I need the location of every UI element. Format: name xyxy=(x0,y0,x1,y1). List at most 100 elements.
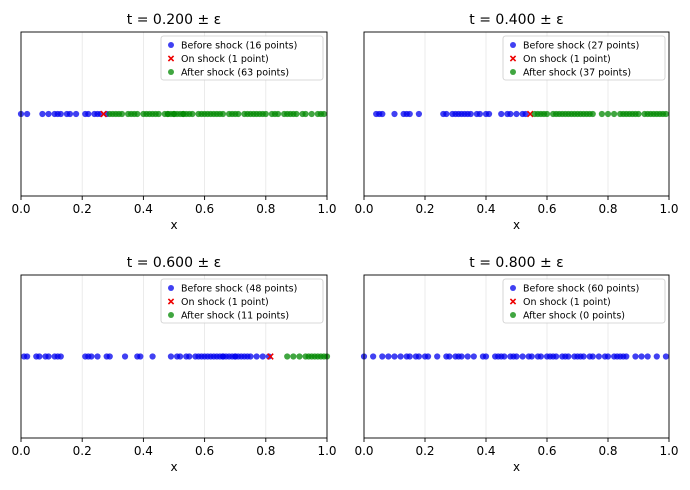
legend: Before shock (60 points) On shock (1 poin… xyxy=(502,278,666,324)
data-point xyxy=(177,353,184,360)
legend-marker xyxy=(168,312,174,318)
data-point xyxy=(632,353,639,360)
data-point xyxy=(653,353,660,360)
data-point xyxy=(134,110,141,118)
data-point xyxy=(155,110,162,118)
legend-marker xyxy=(168,69,174,75)
x-tick-label: 0.0 xyxy=(354,202,373,216)
data-point xyxy=(604,353,612,360)
data-point xyxy=(644,353,651,360)
data-point xyxy=(253,353,260,360)
legend-marker xyxy=(509,298,517,305)
series-3 xyxy=(284,353,331,360)
data-point xyxy=(100,110,107,118)
data-point xyxy=(662,353,670,360)
data-point xyxy=(57,353,64,360)
data-point xyxy=(406,110,413,118)
data-point xyxy=(219,110,227,118)
data-point xyxy=(424,353,432,360)
data-point xyxy=(106,353,113,360)
data-point xyxy=(604,110,612,118)
data-point xyxy=(598,110,606,118)
legend-label: After shock (37 points) xyxy=(523,68,631,79)
subplot-1: t = 0.200 ± ε 0.0 0.2 0.4 0.6 0.8 1.0 x Before s… xyxy=(11,12,336,232)
data-point xyxy=(513,110,520,118)
subplot-2: t = 0.400 ± ε 0.0 0.2 0.4 0.6 0.8 1.0 x Before s… xyxy=(354,12,678,232)
series-1 xyxy=(360,353,670,360)
data-point xyxy=(137,353,144,360)
x-tick-label: 0.4 xyxy=(476,202,495,216)
x-tick-label: 0.0 xyxy=(11,444,30,458)
legend-label: Before shock (27 points) xyxy=(523,41,639,52)
data-point xyxy=(72,110,80,118)
data-point xyxy=(385,353,392,360)
data-point xyxy=(379,353,386,360)
data-point xyxy=(290,353,297,360)
legend-marker xyxy=(168,42,174,48)
x-tick-label: 0.2 xyxy=(73,202,92,216)
subplot-3: t = 0.600 ± ε 0.0 0.2 0.4 0.6 0.8 1.0 x Before s… xyxy=(11,255,336,474)
x-tick-label: 0.8 xyxy=(598,444,617,458)
data-point xyxy=(522,110,529,118)
data-point xyxy=(36,353,43,360)
data-point xyxy=(186,353,193,360)
x-tick-label: 0.4 xyxy=(134,444,153,458)
x-tick-label: 0.6 xyxy=(195,202,214,216)
data-point xyxy=(498,110,505,118)
subplot-title: t = 0.800 ± ε xyxy=(469,255,563,271)
data-point xyxy=(274,110,282,118)
data-point xyxy=(595,353,602,360)
legend-label: On shock (1 point) xyxy=(523,54,611,65)
x-tick-label: 0.6 xyxy=(537,444,556,458)
data-point xyxy=(482,353,490,360)
data-point xyxy=(415,353,422,360)
x-axis-label: x xyxy=(170,218,177,232)
x-tick-label: 0.6 xyxy=(195,444,214,458)
data-point xyxy=(519,353,526,360)
legend-box xyxy=(502,35,666,81)
x-axis-label: x xyxy=(170,460,177,474)
data-point xyxy=(39,110,46,118)
data-point xyxy=(296,353,303,360)
legend-label: On shock (1 point) xyxy=(181,54,269,65)
data-point xyxy=(470,353,477,360)
data-point xyxy=(302,110,309,118)
data-point xyxy=(406,353,413,360)
data-point xyxy=(580,353,587,360)
data-point xyxy=(553,353,560,360)
data-point xyxy=(543,110,551,118)
x-axis-label: x xyxy=(513,460,520,474)
x-tick-label: 0.8 xyxy=(256,202,275,216)
subplot-4: t = 0.800 ± ε 0.0 0.2 0.4 0.6 0.8 1.0 x Before s… xyxy=(354,255,678,474)
series-2 xyxy=(526,110,534,118)
axes-frame xyxy=(363,31,670,197)
data-point xyxy=(262,110,269,118)
legend-marker xyxy=(167,55,175,62)
data-point xyxy=(501,353,508,360)
legend-box xyxy=(160,35,324,81)
data-point xyxy=(189,110,196,118)
x-tick-label: 0.8 xyxy=(598,202,617,216)
data-point xyxy=(589,353,596,360)
data-point xyxy=(267,353,274,360)
data-point xyxy=(565,353,572,360)
data-point xyxy=(235,110,242,118)
legend-marker xyxy=(510,312,516,318)
data-point xyxy=(320,110,328,118)
x-tick-label: 1.0 xyxy=(317,202,336,216)
x-tick-label: 0.2 xyxy=(73,444,92,458)
subplot-title: t = 0.400 ± ε xyxy=(469,12,563,28)
x-tick-label: 0.6 xyxy=(537,202,556,216)
data-point xyxy=(397,353,404,360)
series-2 xyxy=(267,353,274,360)
data-point xyxy=(45,353,52,360)
data-point xyxy=(611,110,618,118)
data-point xyxy=(526,110,534,118)
data-point xyxy=(528,353,535,360)
series-1 xyxy=(17,110,110,118)
data-point xyxy=(635,110,642,118)
x-tick-label: 1.0 xyxy=(659,444,678,458)
data-point xyxy=(265,353,272,360)
legend-marker xyxy=(510,42,516,48)
